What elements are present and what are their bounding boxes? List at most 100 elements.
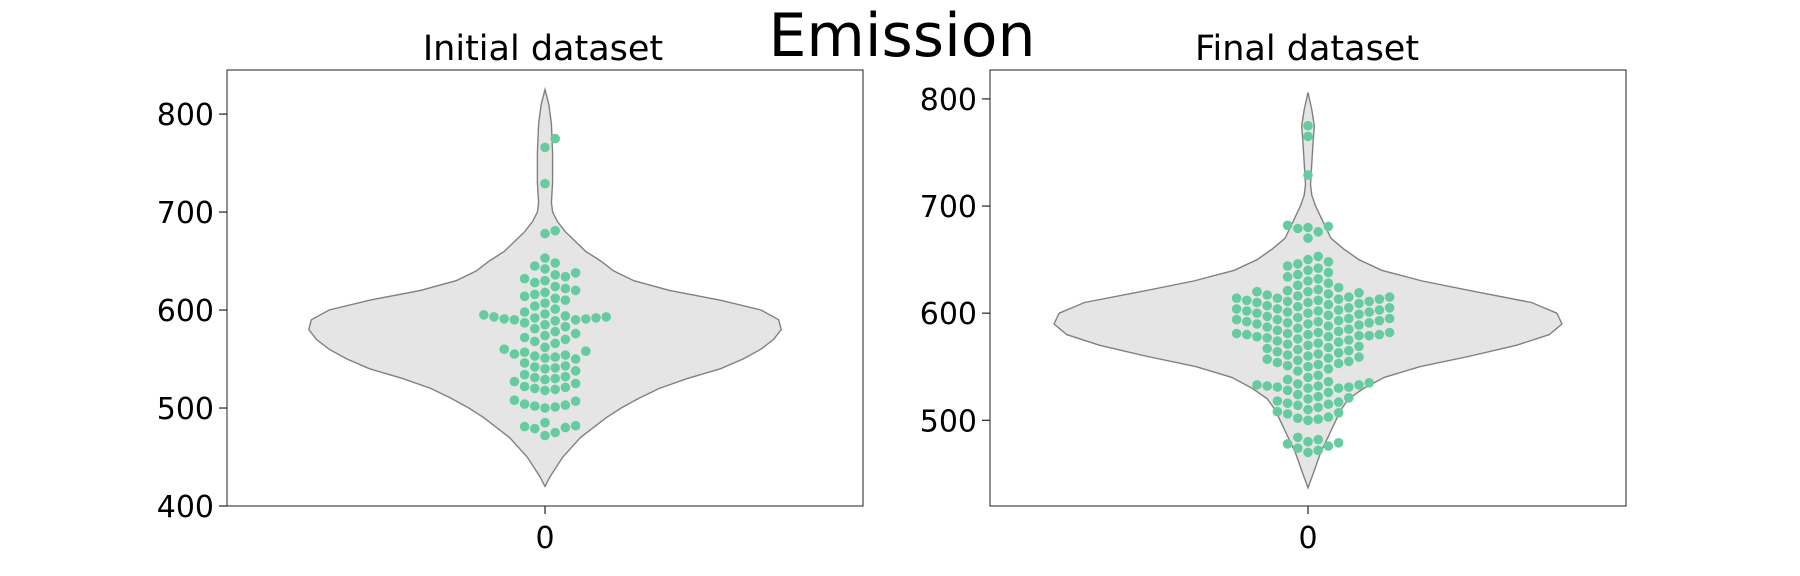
final-dataset-point [1293,443,1303,454]
final-dataset-point [1293,389,1303,400]
final-dataset-point [1272,314,1283,325]
final-dataset-point [1313,327,1323,338]
final-dataset-point [1282,220,1293,231]
initial-dataset-point [550,316,560,326]
initial-dataset-point [540,228,550,239]
final-dataset-point [1272,304,1283,314]
final-dataset-point [1272,357,1283,368]
final-dataset-point [1364,378,1374,388]
final-dataset-point [1303,404,1313,415]
initial-dataset-point [550,270,560,280]
final-dataset-point [1354,309,1364,320]
final-dataset-point [1344,313,1354,324]
initial-dataset-point [530,362,540,372]
final-dataset-point [1262,311,1272,322]
final-dataset-point [1242,329,1252,340]
initial-dataset-y-tick-label: 600 [157,294,214,329]
initial-dataset-point [570,378,581,389]
final-dataset-point [1313,445,1323,456]
initial-dataset-panel: Initial dataset 400 500 600 700 800 0 [157,29,864,556]
initial-dataset-point [509,349,520,359]
final-dataset-point [1344,292,1354,302]
final-dataset-point [1303,265,1313,276]
final-dataset-point [1242,295,1252,306]
final-dataset-point [1252,319,1262,329]
final-dataset-point [1303,233,1313,243]
final-dataset-point [1303,361,1313,372]
final-dataset-title: Final dataset [1195,29,1419,69]
initial-dataset-point [570,328,581,339]
final-dataset-point [1344,393,1354,403]
final-dataset-point [1252,308,1262,319]
initial-dataset-point [550,304,560,314]
final-dataset-point [1303,297,1313,308]
final-dataset-point [1333,337,1344,347]
final-dataset-point [1282,360,1293,371]
final-dataset-point [1272,293,1283,304]
final-dataset-point [1293,269,1303,280]
final-dataset-point [1364,330,1374,341]
final-dataset-point [1282,328,1293,339]
final-dataset-point [1262,322,1272,332]
initial-dataset-point [540,142,550,153]
final-dataset-point [1272,325,1283,336]
final-dataset-point [1262,381,1272,391]
final-dataset-point [1293,355,1303,366]
initial-dataset-point [519,332,530,343]
final-dataset-point [1303,319,1313,329]
final-dataset-point [1303,131,1313,142]
final-dataset-point [1384,303,1395,313]
final-dataset-point [1323,321,1334,331]
initial-dataset-point [560,334,571,345]
initial-dataset-point [560,321,571,332]
final-dataset-point [1293,259,1303,269]
initial-dataset-point [581,314,591,324]
final-dataset-point [1303,329,1313,340]
final-dataset-point [1262,300,1272,311]
final-dataset-point [1354,380,1364,390]
initial-dataset-point [540,319,550,330]
initial-dataset-point [550,384,560,395]
initial-dataset-point [540,342,550,353]
final-dataset-point [1303,447,1313,458]
initial-dataset-point [570,396,581,407]
final-dataset-point [1293,301,1303,312]
final-dataset-point [1323,399,1334,410]
final-dataset-point [1303,286,1313,297]
final-dataset-point [1262,290,1272,300]
final-dataset-point [1303,340,1313,351]
final-dataset-point [1323,267,1334,278]
final-dataset-point [1262,343,1272,354]
final-dataset-point [1354,320,1364,330]
initial-dataset-point [560,400,571,410]
final-dataset-point [1303,254,1313,265]
initial-dataset-point [540,364,550,374]
final-dataset-point [1313,338,1323,349]
final-dataset-point [1333,358,1344,369]
initial-dataset-point [560,382,571,393]
final-dataset-point [1313,295,1323,306]
initial-dataset-point [550,293,560,304]
final-dataset-point [1313,359,1323,370]
final-dataset-point [1384,292,1395,302]
final-dataset-point [1303,415,1313,426]
initial-dataset-point [550,133,560,144]
final-dataset-point [1313,274,1323,284]
initial-dataset-point [540,417,550,428]
initial-dataset-point [540,309,550,319]
final-dataset-point [1333,397,1344,407]
initial-dataset-y-tick-label: 400 [157,490,214,525]
final-dataset-point [1333,294,1344,305]
final-dataset-point [1313,434,1323,445]
initial-dataset-point [540,264,550,274]
final-dataset-point [1303,372,1313,383]
initial-dataset-point [519,307,530,317]
initial-dataset-point [530,301,540,311]
initial-dataset-point [530,383,540,394]
final-dataset-point [1344,382,1354,392]
final-dataset-point [1323,278,1334,289]
final-dataset-point [1262,354,1272,365]
final-dataset-point [1231,304,1242,314]
final-dataset-point [1242,316,1252,327]
initial-dataset-point [519,291,530,302]
